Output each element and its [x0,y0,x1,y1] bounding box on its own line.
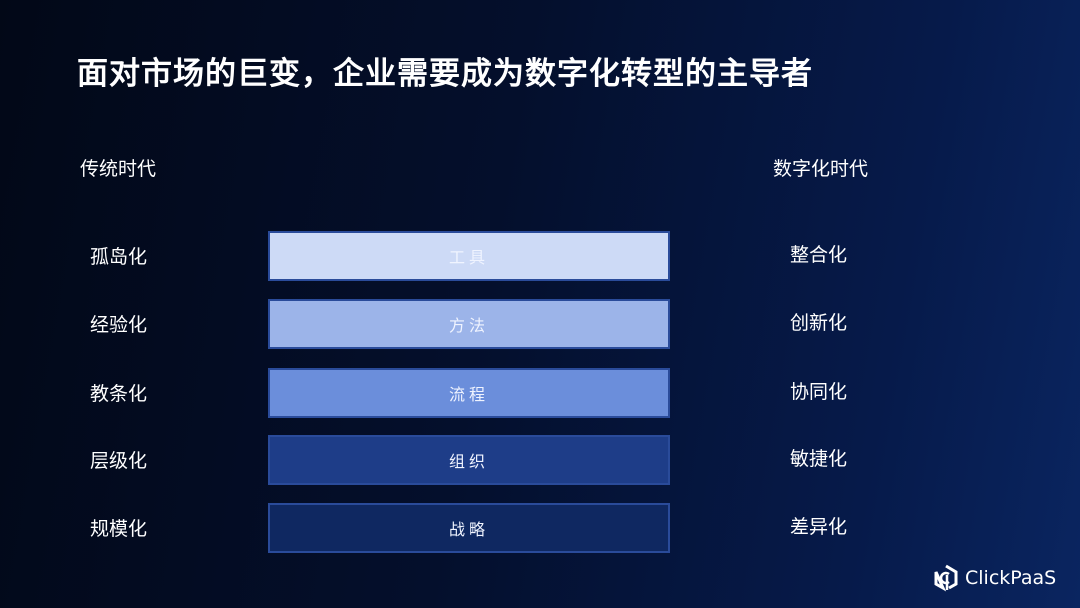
digital-trait: 差异化 [790,516,848,538]
traditional-trait: 孤岛化 [90,246,148,268]
left-header: 传统时代 [80,158,157,180]
dimension-label: 方法 [448,316,489,335]
dimension-label: 工具 [448,248,489,267]
clickpaas-logo: ClickPaaS [933,564,1056,592]
right-header: 数字化时代 [773,158,869,180]
dimension-bar: 流程 [268,368,670,418]
dimension-label: 流程 [448,385,489,404]
dimension-label: 战略 [448,520,489,539]
logo-text: ClickPaaS [965,567,1057,589]
clickpaas-hexagon-icon [934,564,958,592]
dimension-bar: 方法 [268,299,670,349]
dimension-bar: 工具 [268,231,670,281]
digital-trait: 协同化 [790,381,848,403]
traditional-trait: 经验化 [90,314,148,336]
digital-trait: 敏捷化 [790,448,848,470]
traditional-trait: 教条化 [90,383,148,405]
dimension-bar: 组织 [268,435,670,485]
traditional-trait: 层级化 [90,450,148,472]
slide-title: 面对市场的巨变，企业需要成为数字化转型的主导者 [77,56,813,92]
dimension-label: 组织 [448,452,489,471]
dimension-bar: 战略 [268,503,670,553]
digital-trait: 创新化 [790,312,848,334]
traditional-trait: 规模化 [90,518,148,540]
digital-trait: 整合化 [790,244,848,266]
